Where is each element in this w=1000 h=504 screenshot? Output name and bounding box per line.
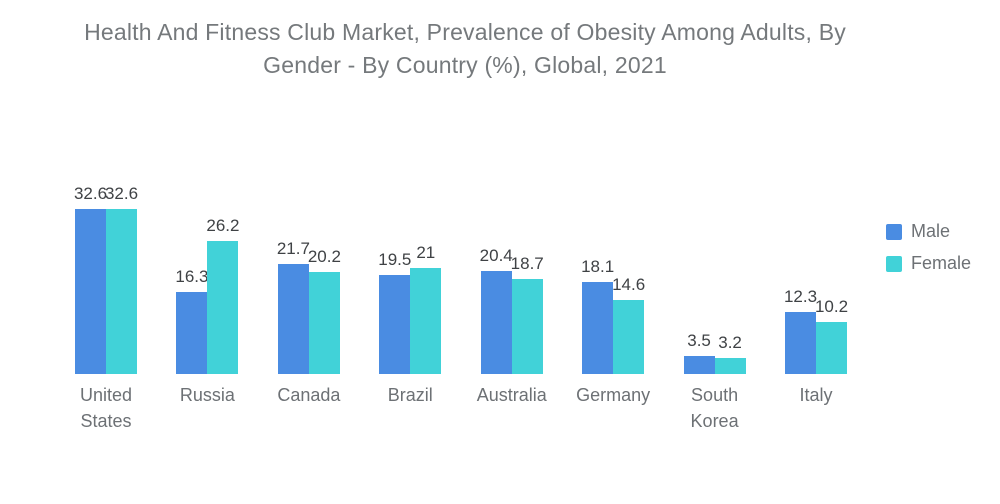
bar-female-germany: [613, 300, 645, 374]
bar-male-south-korea: [683, 356, 715, 374]
bar-male-united-states: [75, 209, 106, 374]
value-label-female-germany: 14.6: [612, 275, 646, 295]
x-label-germany: Germany: [576, 385, 651, 405]
value-label-female-australia: 18.7: [510, 254, 544, 274]
value-label-male-russia: 16.3: [175, 266, 209, 286]
x-label-united-states: United States: [79, 385, 133, 431]
legend: Male Female: [886, 221, 971, 285]
bar-female-italy: [816, 322, 847, 374]
bar-female-australia: [511, 279, 543, 374]
value-label-female-canada: 20.2: [307, 246, 341, 266]
value-label-male-south-korea: 3.5: [687, 331, 711, 351]
legend-label-male: Male: [911, 221, 951, 241]
value-label-male-italy: 12.3: [783, 286, 818, 306]
x-label-south-korea: South Korea: [690, 385, 739, 431]
chart-title-line1: Health And Fitness Club Market, Prevalen…: [84, 19, 846, 45]
value-label-male-australia: 20.4: [479, 245, 513, 265]
bar-female-south-korea: [714, 357, 746, 374]
legend-item-male: Male: [886, 221, 971, 242]
bar-male-germany: [582, 282, 614, 374]
legend-swatch-female: [886, 255, 902, 272]
bar-male-russia: [176, 291, 208, 374]
legend-label-female: Female: [911, 253, 972, 273]
x-label-brazil: Brazil: [387, 385, 433, 405]
value-label-female-brazil: 21: [416, 242, 436, 262]
bar-male-brazil: [379, 275, 411, 374]
legend-item-female: Female: [886, 253, 971, 274]
bar-male-australia: [480, 270, 512, 374]
value-label-male-united-states: 32.6: [73, 184, 108, 204]
value-label-male-germany: 18.1: [581, 257, 615, 277]
value-label-male-brazil: 19.5: [378, 250, 412, 270]
bar-female-canada: [308, 271, 340, 374]
x-label-italy: Italy: [799, 385, 833, 405]
value-label-female-italy: 10.2: [814, 297, 849, 317]
bar-female-russia: [207, 241, 239, 374]
bar-male-italy: [785, 311, 816, 374]
bar-female-united-states: [106, 209, 137, 374]
chart-title: Health And Fitness Club Market, Prevalen…: [0, 16, 930, 82]
value-label-male-canada: 21.7: [276, 239, 310, 259]
bar-female-brazil: [410, 267, 442, 374]
bar-male-canada: [277, 264, 309, 374]
x-label-australia: Australia: [476, 385, 547, 405]
x-label-russia: Russia: [179, 385, 235, 405]
legend-swatch-male: [886, 223, 902, 240]
chart-title-line2: Gender - By Country (%), Global, 2021: [263, 52, 667, 78]
value-label-female-russia: 26.2: [206, 216, 240, 236]
value-label-female-united-states: 32.6: [104, 184, 139, 204]
value-label-female-south-korea: 3.2: [718, 332, 742, 352]
x-label-canada: Canada: [277, 385, 341, 405]
